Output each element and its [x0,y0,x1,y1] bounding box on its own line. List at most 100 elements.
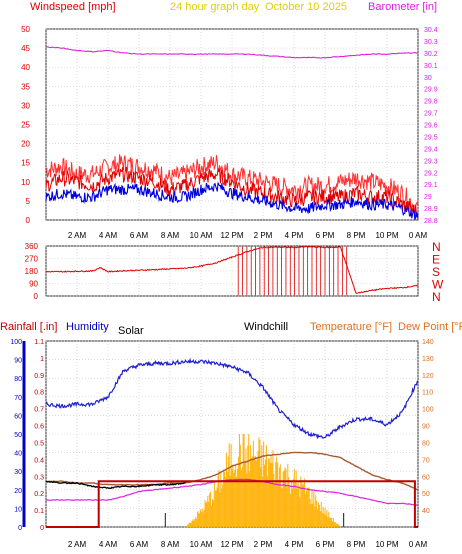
direction-tick-label: 0 [34,292,39,301]
panel1-x-tick-label: 6 AM [130,231,149,240]
windspeed-tick-label: 50 [21,25,30,34]
panel3-x-tick-label: 4 PM [285,540,304,549]
temperature-tick-label: 80 [422,440,430,447]
panel3-x-tick-label: 10 PM [375,540,398,549]
windspeed-tick-label: 35 [21,82,30,91]
barometer-tick-label: 30.2 [424,51,438,58]
panel1-x-tick-label: 2 AM [68,231,87,240]
barometer-tick-label: 30.1 [424,63,438,70]
humidity-tick-label: 30 [14,469,22,476]
windspeed-series-line [45,166,419,220]
windchill-legend: Windchill [244,321,288,333]
rainfall-tick-label: 0.8 [34,390,44,397]
barometer-tick-label: 29.4 [424,146,438,153]
panel3-x-tick-label: 2 AM [68,540,87,549]
barometer-tick-label: 30.3 [424,39,438,46]
rainfall-tick-label: 0.5 [34,440,44,447]
barometer-tick-label: 29.9 [424,87,438,94]
humidity-series-line [45,357,419,440]
rainfall-tick-label: 0.3 [34,474,44,481]
wind-barometer-panel: 0 5 10 15 20 25 30 35 40 45 50 28.8 28.9 29 29.1 29.2 29… [21,25,438,240]
compass-tick-label: N [432,240,441,254]
panel3-x-tick-label: 6 PM [316,540,335,549]
rainfall-tick-label: 0.4 [34,457,44,464]
windspeed-tick-label: 10 [21,178,30,187]
windspeed-tick-label: 5 [26,197,31,206]
barometer-tick-label: 29 [424,194,432,201]
panel1-x-tick-label: 8 PM [347,231,366,240]
barometer-tick-label: 29.5 [424,134,438,141]
panel1-x-tick-label: 6 PM [316,231,335,240]
barometer-tick-label: 28.9 [424,206,438,213]
rainfall-tick-label: 0.2 [34,491,44,498]
chart-date: October 10 2025 [265,1,347,13]
compass-tick-label: E [432,253,440,267]
panel3-x-tick-label: 6 AM [130,540,149,549]
temperature-tick-label: 60 [422,474,430,481]
humidity-tick-label: 0 [18,525,22,532]
windspeed-tick-label: 15 [21,159,30,168]
windspeed-tick-label: 25 [21,121,30,130]
panel1-x-tick-label: 0 AM [409,231,428,240]
temperature-tick-label: 100 [422,407,434,414]
humidity-axis-title: Humidity [66,321,109,333]
rainfall-tick-label: 1 [40,356,44,363]
humidity-tick-label: 10 [14,506,22,513]
temperature-axis-title: Temperature [°F] [310,321,392,333]
panel3-x-tick-label: 0 AM [409,540,428,549]
temperature-tick-label: 70 [422,457,430,464]
barometer-axis-title: Barometer [in] [368,1,437,13]
panel1-x-tick-label: 4 AM [99,231,118,240]
humidity-tick-label: 90 [14,358,22,365]
temperature-tick-label: 90 [422,424,430,431]
barometer-tick-label: 30.4 [424,27,438,34]
barometer-series-line [45,46,419,59]
barometer-tick-label: 29.2 [424,170,438,177]
direction-tick-label: 180 [25,267,39,276]
panel3-x-tick-label: 8 PM [347,540,366,549]
panel3-x-tick-label: 2 PM [254,540,273,549]
windspeed-tick-label: 40 [21,63,30,72]
rainfall-tick-label: 0.6 [34,424,44,431]
barometer-tick-label: 28.8 [424,218,438,225]
direction-tick-label: 90 [29,280,38,289]
panel1-x-tick-label: 12 PM [220,231,243,240]
solar-legend: Solar [118,325,144,337]
barometer-tick-label: 30 [424,75,432,82]
windchill-series-line [46,480,186,489]
humidity-tick-label: 80 [14,376,22,383]
compass-tick-label: W [432,278,444,292]
wind-average-series-line [45,182,419,221]
rainfall-tick-label: 0.1 [34,508,44,515]
compass-tick-label: N [432,290,441,304]
rainfall-tick-label: 0 [40,525,44,532]
temperature-tick-label: 140 [422,339,434,346]
humidity-tick-label: 50 [14,432,22,439]
humidity-tick-label: 100 [10,339,22,346]
barometer-tick-label: 29.8 [424,99,438,106]
panel3-x-tick-label: 8 AM [161,540,180,549]
compass-tick-label: S [432,265,440,279]
panel1-x-tick-label: 2 PM [254,231,273,240]
panel1-x-tick-label: 10 PM [375,231,398,240]
temperature-tick-label: 110 [422,390,433,397]
rainfall-tick-label: 0.7 [34,407,44,414]
rainfall-tick-label: 1.1 [34,339,44,346]
humidity-tick-label: 70 [14,395,22,402]
humidity-tick-label: 40 [14,451,22,458]
windspeed-tick-label: 45 [21,44,30,53]
barometer-tick-label: 29.7 [424,111,438,118]
humidity-temperature-panel: 0 0.1 0.2 0.3 0.4 0.5 0.6 0.7 0.8 0.9 1 1.1 0 10 20 30 4… [10,339,433,549]
barometer-tick-label: 29.6 [424,123,438,130]
barometer-tick-label: 29.3 [424,158,438,165]
dewpoint-series-line [45,478,419,506]
humidity-tick-label: 60 [14,413,22,420]
temperature-tick-label: 120 [422,373,434,380]
wind-direction-series-line [45,245,419,294]
windspeed-tick-label: 20 [21,140,30,149]
panel3-x-tick-label: 4 AM [99,540,118,549]
temperature-tick-label: 40 [422,508,430,515]
temperature-tick-label: 130 [422,356,434,363]
